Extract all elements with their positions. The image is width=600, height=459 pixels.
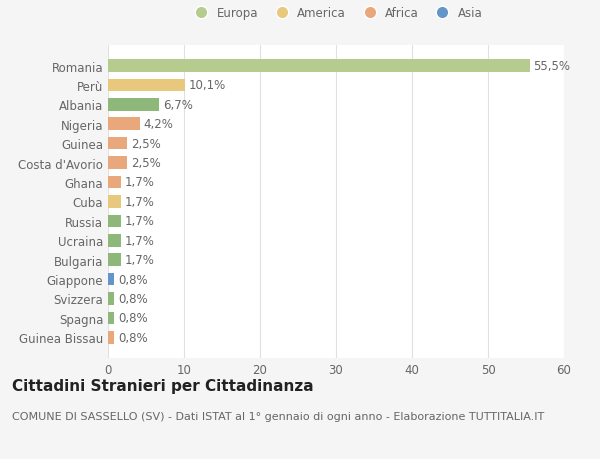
Legend: Europa, America, Africa, Asia: Europa, America, Africa, Asia: [187, 5, 485, 22]
Text: 1,7%: 1,7%: [125, 196, 155, 208]
Bar: [108, 196, 121, 208]
Bar: [108, 292, 114, 305]
Bar: [108, 273, 114, 286]
Text: 4,2%: 4,2%: [144, 118, 173, 131]
Text: 1,7%: 1,7%: [125, 253, 155, 267]
Text: 1,7%: 1,7%: [125, 234, 155, 247]
Text: Cittadini Stranieri per Cittadinanza: Cittadini Stranieri per Cittadinanza: [12, 379, 314, 394]
Bar: [108, 215, 121, 228]
Text: 6,7%: 6,7%: [163, 99, 193, 112]
Bar: [108, 176, 121, 189]
Bar: [108, 79, 185, 92]
Text: 0,8%: 0,8%: [118, 273, 148, 286]
Text: 1,7%: 1,7%: [125, 215, 155, 228]
Bar: [108, 157, 127, 169]
Text: 2,5%: 2,5%: [131, 137, 161, 151]
Text: 0,8%: 0,8%: [118, 331, 148, 344]
Text: 55,5%: 55,5%: [533, 60, 571, 73]
Bar: [108, 254, 121, 266]
Text: 1,7%: 1,7%: [125, 176, 155, 189]
Text: 10,1%: 10,1%: [188, 79, 226, 92]
Bar: [108, 99, 159, 112]
Text: 0,8%: 0,8%: [118, 312, 148, 325]
Bar: [108, 118, 140, 131]
Text: 2,5%: 2,5%: [131, 157, 161, 170]
Bar: [108, 331, 114, 344]
Bar: [108, 312, 114, 325]
Bar: [108, 138, 127, 150]
Bar: [108, 60, 530, 73]
Bar: [108, 235, 121, 247]
Text: COMUNE DI SASSELLO (SV) - Dati ISTAT al 1° gennaio di ogni anno - Elaborazione T: COMUNE DI SASSELLO (SV) - Dati ISTAT al …: [12, 411, 544, 421]
Text: 0,8%: 0,8%: [118, 292, 148, 305]
